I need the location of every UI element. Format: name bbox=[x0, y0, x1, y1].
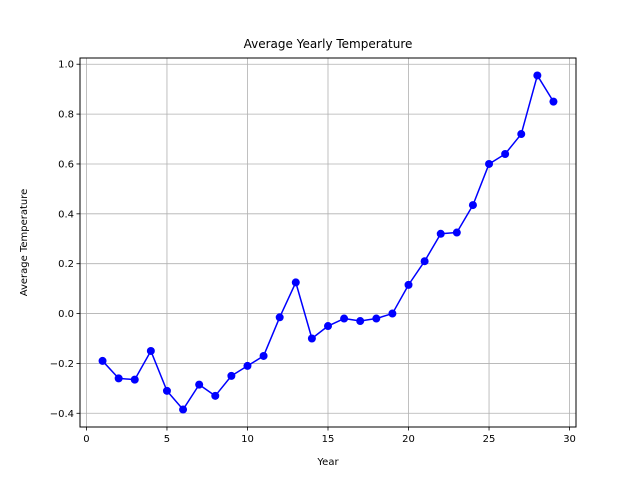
x-tick-label: 30 bbox=[563, 434, 576, 445]
data-point bbox=[452, 228, 461, 237]
data-point bbox=[146, 346, 155, 355]
data-point bbox=[98, 356, 107, 365]
data-point bbox=[388, 309, 397, 318]
data-point bbox=[356, 317, 365, 326]
y-tick-label: 0.0 bbox=[58, 309, 74, 320]
y-axis-ticks: −0.4 −0.2 0.0 0.2 0.4 0.6 0.8 1.0 bbox=[50, 60, 80, 420]
x-tick-label: 10 bbox=[241, 434, 254, 445]
y-tick-label: −0.4 bbox=[50, 409, 74, 420]
y-tick-label: 0.2 bbox=[58, 259, 74, 270]
data-point bbox=[291, 278, 300, 287]
grid-lines bbox=[80, 58, 576, 427]
data-point bbox=[179, 405, 188, 414]
x-tick-label: 0 bbox=[83, 434, 89, 445]
data-point bbox=[372, 314, 381, 323]
x-tick-label: 25 bbox=[483, 434, 496, 445]
y-tick-label: −0.2 bbox=[50, 359, 74, 370]
data-point bbox=[243, 361, 252, 370]
data-point bbox=[227, 371, 236, 380]
y-tick-label: 0.6 bbox=[58, 159, 74, 170]
data-point bbox=[436, 229, 445, 238]
data-point bbox=[340, 314, 349, 323]
data-point bbox=[162, 386, 171, 395]
data-point bbox=[259, 351, 268, 360]
data-point bbox=[549, 97, 558, 106]
data-point bbox=[404, 280, 413, 289]
data-point bbox=[114, 374, 123, 383]
data-point bbox=[307, 334, 316, 343]
x-tick-label: 20 bbox=[402, 434, 415, 445]
data-point bbox=[501, 149, 510, 158]
data-point bbox=[533, 71, 542, 80]
y-tick-label: 1.0 bbox=[58, 60, 74, 71]
data-point bbox=[195, 380, 204, 389]
x-axis-label: Year bbox=[316, 457, 339, 468]
data-point bbox=[211, 391, 220, 400]
y-tick-label: 0.8 bbox=[58, 110, 74, 121]
chart-title: Average Yearly Temperature bbox=[244, 37, 413, 51]
data-point bbox=[275, 313, 284, 322]
y-tick-label: 0.4 bbox=[58, 209, 74, 220]
series-layer bbox=[98, 71, 558, 414]
data-point bbox=[485, 159, 494, 168]
data-point bbox=[517, 130, 526, 139]
data-point bbox=[420, 257, 429, 266]
x-tick-label: 15 bbox=[322, 434, 335, 445]
data-point bbox=[468, 201, 477, 210]
x-axis-ticks: 0 5 10 15 20 25 30 bbox=[83, 427, 576, 445]
x-tick-label: 5 bbox=[164, 434, 170, 445]
data-point bbox=[130, 375, 139, 384]
data-point bbox=[324, 322, 332, 331]
y-axis-label: Average Temperature bbox=[19, 189, 30, 297]
